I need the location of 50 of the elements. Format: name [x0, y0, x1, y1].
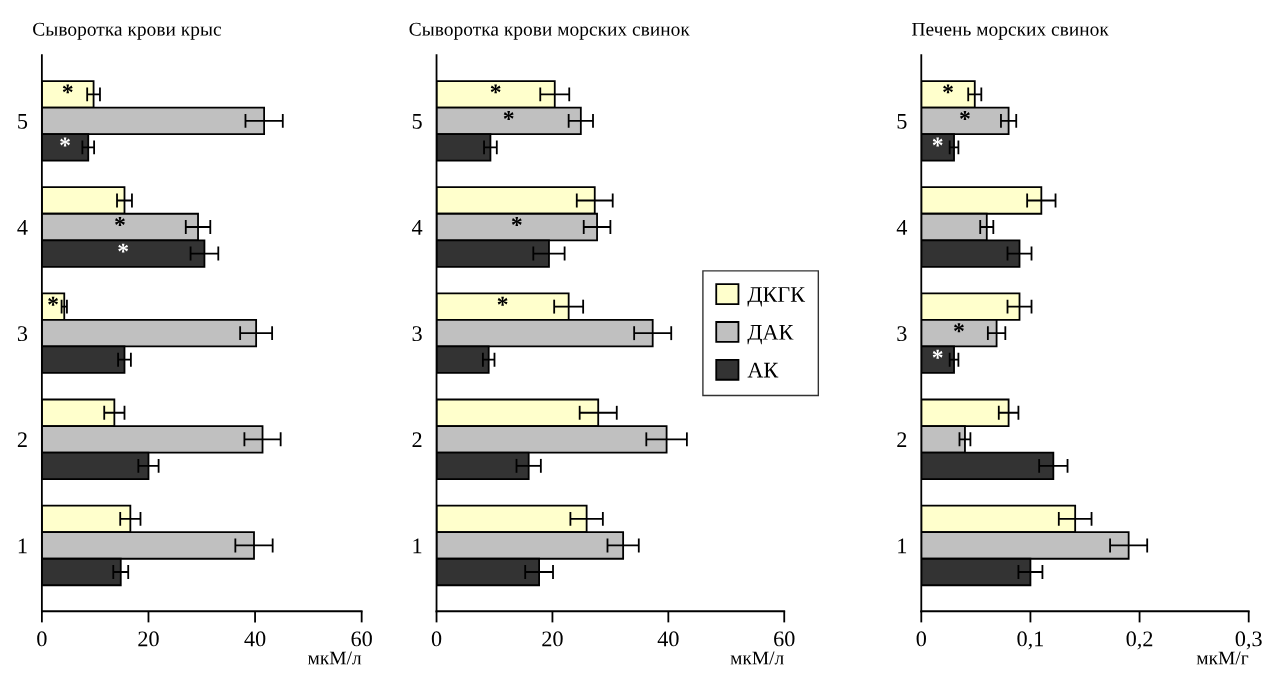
x-tick-label: 0,1 [1017, 631, 1043, 650]
x-tick-label: 60 [774, 631, 795, 647]
chart-title: Печень морских свинок [912, 22, 1109, 40]
x-tick-label: 0 [431, 631, 442, 647]
y-tick-label: 2 [897, 432, 907, 448]
x-tick-label: 40 [657, 631, 679, 647]
x-tick-label: 20 [138, 631, 159, 647]
y-tick-label: 5 [18, 114, 28, 129]
y-tick-label: 4 [896, 220, 908, 235]
y-tick-label: 2 [412, 432, 422, 448]
data-label: * [932, 137, 943, 147]
data-label: * [497, 296, 508, 306]
y-tick-label: 4 [411, 220, 423, 235]
data-label: * [943, 84, 953, 94]
x-tick-label: 20 [542, 631, 563, 647]
data-label: * [118, 243, 129, 253]
y-tick-label: 5 [412, 114, 422, 129]
data-label: * [62, 84, 73, 94]
data-label: * [960, 110, 970, 120]
chart-title: Сыворотка крови морских свинок [409, 22, 690, 40]
x-axis-title: мкМ/г [1196, 651, 1249, 665]
legend-label: ДАК [747, 324, 794, 345]
y-tick-label: 1 [898, 538, 907, 554]
y-tick-label: 3 [412, 326, 422, 342]
x-tick-label: 0,3 [1235, 631, 1262, 650]
chart-title: Сыворотка крови крыс [33, 22, 222, 40]
data-label: * [60, 137, 70, 147]
legend-label: АК [747, 362, 779, 378]
data-label: * [932, 349, 943, 359]
data-label: * [48, 296, 58, 306]
data-label: * [115, 217, 125, 227]
y-tick-label: 2 [17, 432, 27, 448]
legend-label: ДКГК [747, 287, 806, 307]
x-tick-label: 0 [37, 631, 47, 647]
x-tick-label: 0 [916, 631, 926, 647]
y-tick-label: 4 [17, 220, 28, 235]
x-axis-title: мкМ/л [730, 651, 784, 665]
data-label: * [954, 323, 964, 333]
y-tick-label: 1 [413, 538, 422, 554]
y-tick-label: 1 [18, 538, 27, 554]
x-tick-label: 0,2 [1126, 631, 1153, 650]
y-tick-label: 5 [897, 114, 907, 129]
data-label: * [503, 110, 514, 120]
x-axis-title: мкМ/л [307, 651, 362, 665]
data-label: * [511, 217, 522, 227]
y-tick-label: 3 [897, 326, 907, 342]
x-tick-label: 40 [244, 631, 266, 647]
data-label: * [490, 84, 501, 94]
y-tick-label: 3 [17, 326, 28, 342]
x-tick-label: 60 [351, 631, 372, 647]
